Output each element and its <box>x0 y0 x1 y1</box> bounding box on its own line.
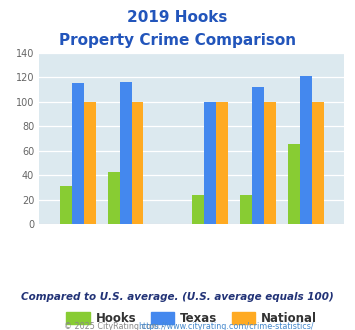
Bar <box>60 186 72 224</box>
Bar <box>84 102 95 224</box>
Bar <box>204 102 216 224</box>
Bar <box>192 195 204 224</box>
Legend: Hooks, Texas, National: Hooks, Texas, National <box>62 308 322 330</box>
Bar <box>300 76 312 224</box>
Bar <box>131 102 143 224</box>
Text: Compared to U.S. average. (U.S. average equals 100): Compared to U.S. average. (U.S. average … <box>21 292 334 302</box>
Text: https://www.cityrating.com/crime-statistics/: https://www.cityrating.com/crime-statist… <box>138 322 314 330</box>
Text: © 2025 CityRating.com -: © 2025 CityRating.com - <box>64 322 167 330</box>
Bar <box>288 144 300 224</box>
Text: 2019 Hooks: 2019 Hooks <box>127 10 228 25</box>
Text: Property Crime Comparison: Property Crime Comparison <box>59 33 296 48</box>
Bar <box>216 102 228 224</box>
Bar <box>264 102 276 224</box>
Bar <box>108 172 120 224</box>
Bar <box>252 87 264 224</box>
Bar <box>120 82 131 224</box>
Bar <box>72 83 84 224</box>
Bar <box>240 195 252 224</box>
Bar <box>312 102 324 224</box>
